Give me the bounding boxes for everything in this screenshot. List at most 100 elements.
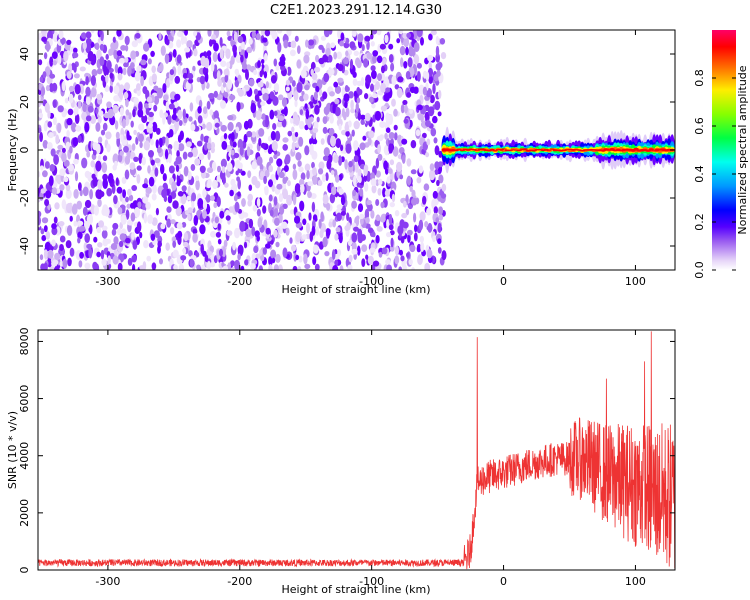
heatmap-cell <box>278 193 283 203</box>
heatmap-cell <box>46 142 53 150</box>
heatmap-cell <box>318 168 324 175</box>
heatmap-cell <box>531 149 537 152</box>
heatmap-cell <box>236 176 241 182</box>
heatmap-cell <box>111 228 117 236</box>
heatmap-cell <box>292 163 297 170</box>
heatmap-cell <box>437 222 442 233</box>
heatmap-cell <box>240 54 244 63</box>
heatmap-cell <box>138 152 143 164</box>
y-tick-label: 20 <box>18 95 31 109</box>
heatmap-cell <box>349 58 354 70</box>
heatmap-cell <box>273 196 278 206</box>
heatmap-cell <box>397 76 404 83</box>
heatmap-cell <box>439 38 446 45</box>
heatmap-cell <box>432 115 438 124</box>
heatmap-cell <box>298 166 304 173</box>
heatmap-cell <box>276 183 283 190</box>
heatmap-cell <box>295 254 300 261</box>
heatmap-cell <box>260 30 266 36</box>
heatmap-cell <box>258 137 262 147</box>
heatmap-cell <box>95 189 101 199</box>
heatmap-cell <box>131 143 136 152</box>
heatmap-cell <box>138 101 143 112</box>
heatmap-cell <box>396 87 403 99</box>
heatmap-cell <box>65 202 73 214</box>
heatmap-cell <box>331 186 337 196</box>
heatmap-cell <box>38 59 43 66</box>
heatmap-cell <box>302 218 307 226</box>
heatmap-cell <box>178 263 185 270</box>
heatmap-cell <box>405 46 409 56</box>
heatmap-cell <box>426 138 431 146</box>
heatmap-cell <box>38 170 41 178</box>
heatmap-cell <box>355 57 361 67</box>
heatmap-cell <box>390 181 397 192</box>
heatmap-cell <box>102 173 108 181</box>
heatmap-cell <box>192 228 198 235</box>
heatmap-cell <box>60 37 66 45</box>
heatmap-cell <box>190 164 196 171</box>
heatmap-cell <box>262 247 267 255</box>
heatmap-cell <box>47 110 51 119</box>
heatmap-cell <box>153 230 160 239</box>
heatmap-cell <box>117 228 122 236</box>
heatmap-cell <box>224 74 229 83</box>
heatmap-cell <box>194 175 200 181</box>
heatmap-cell <box>200 133 204 141</box>
heatmap-cell <box>144 103 149 109</box>
heatmap-cell <box>251 161 258 170</box>
heatmap-cell <box>357 112 362 121</box>
heatmap-cell <box>219 248 223 257</box>
heatmap-cell <box>271 140 278 152</box>
heatmap-cell <box>432 190 438 199</box>
heatmap-cell <box>160 223 166 230</box>
heatmap-cell <box>422 132 427 139</box>
heatmap-cell <box>84 262 91 270</box>
heatmap-cell <box>153 95 160 105</box>
heatmap-cell <box>403 200 407 208</box>
heatmap-cell <box>305 39 309 48</box>
heatmap-cell <box>181 221 187 228</box>
heatmap-cell <box>543 148 549 151</box>
heatmap-cell <box>270 75 277 84</box>
heatmap-cell <box>145 201 151 210</box>
heatmap-cell <box>138 123 145 131</box>
heatmap-cell <box>561 149 567 151</box>
heatmap-cell <box>424 111 430 123</box>
heatmap-cell <box>388 43 394 50</box>
heatmap-cell <box>295 231 301 243</box>
heatmap-cell <box>165 39 170 46</box>
heatmap-cell <box>85 76 89 86</box>
heatmap-cell <box>396 38 401 44</box>
heatmap-cell <box>89 224 93 235</box>
heatmap-cell <box>186 195 191 201</box>
heatmap-cell <box>312 127 319 133</box>
heatmap-cell <box>173 140 179 152</box>
heatmap-cell <box>237 253 241 261</box>
heatmap-cell <box>251 175 258 186</box>
heatmap-cell <box>429 163 435 171</box>
heatmap-cell <box>130 202 135 209</box>
heatmap-cell <box>67 108 74 116</box>
heatmap-cell <box>193 215 199 226</box>
heatmap-cell <box>66 117 73 126</box>
heatmap-cell <box>298 120 305 130</box>
heatmap-cell <box>343 69 349 76</box>
heatmap-cell <box>348 240 352 247</box>
heatmap-cell <box>269 156 274 164</box>
heatmap-cell <box>353 140 359 151</box>
heatmap-cell <box>246 146 251 157</box>
heatmap-cell <box>39 76 43 83</box>
heatmap-cell <box>312 256 317 266</box>
heatmap-cell <box>226 61 231 69</box>
heatmap-cell <box>335 174 340 183</box>
heatmap-cell <box>51 227 58 236</box>
heatmap-cell <box>136 221 142 233</box>
heatmap-cell <box>219 210 225 219</box>
heatmap-cell <box>378 251 383 258</box>
heatmap-cell <box>219 48 224 60</box>
heatmap-cell <box>151 121 158 133</box>
heatmap-cell <box>194 158 201 166</box>
heatmap-cell <box>125 237 131 244</box>
heatmap-cell <box>117 262 123 270</box>
